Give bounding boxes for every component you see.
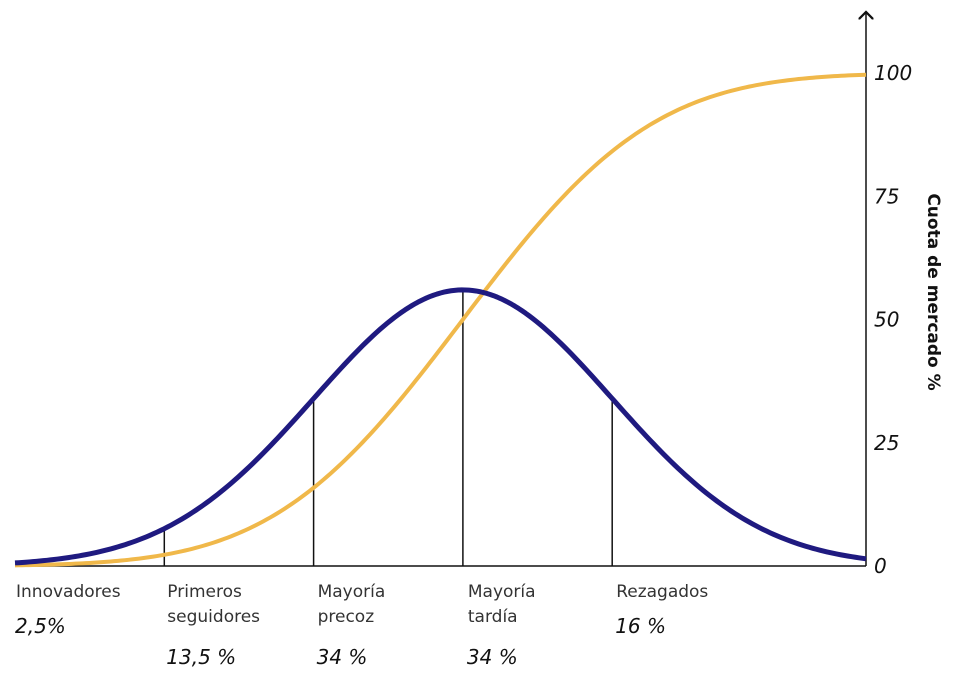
segment-share: 34 %: [317, 645, 368, 669]
axes-layer: 0 25 50 75 100 Cuota de mercado %: [15, 12, 943, 578]
segment-share: 13,5 %: [166, 645, 236, 669]
y-tick-label: 25: [874, 431, 899, 455]
segment-name: Mayoría: [318, 582, 386, 602]
segment-name: tardía: [468, 607, 518, 627]
segment-share: 16 %: [615, 614, 666, 638]
y-tick-label: 100: [874, 61, 912, 85]
segment-name: seguidores: [167, 607, 260, 627]
cumulative-share-curve: [14, 72, 867, 568]
segment-name: Mayoría: [468, 582, 536, 602]
series-layer: [14, 72, 867, 568]
y-tick-label: 75: [874, 184, 899, 208]
segment-share: 2,5%: [15, 614, 66, 638]
segment-name: Innovadores: [16, 582, 121, 602]
y-tick-label: 0: [874, 554, 887, 578]
labels-layer: Innovadores 2,5% Primeros seguidores 13,5 % M…: [15, 582, 708, 669]
segment-dividers: [163, 289, 613, 566]
y-tick-label: 50: [874, 308, 899, 332]
adoption-rate-curve: [14, 287, 867, 566]
segment-share: 34 %: [467, 645, 518, 669]
segment-name: Rezagados: [616, 582, 708, 602]
segment-name: precoz: [318, 607, 375, 627]
y-axis-title: Cuota de mercado %: [923, 193, 943, 390]
segment-name: Primeros: [167, 582, 242, 602]
